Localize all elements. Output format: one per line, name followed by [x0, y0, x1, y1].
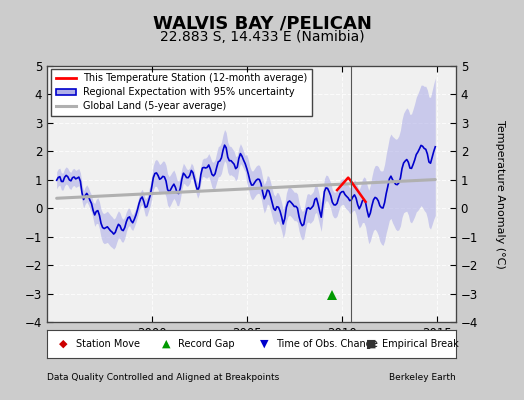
Text: ◆: ◆ — [59, 339, 68, 349]
Text: Data Quality Controlled and Aligned at Breakpoints: Data Quality Controlled and Aligned at B… — [47, 374, 279, 382]
Text: WALVIS BAY /PELICAN: WALVIS BAY /PELICAN — [152, 14, 372, 32]
Text: 22.883 S, 14.433 E (Namibia): 22.883 S, 14.433 E (Namibia) — [160, 30, 364, 44]
Text: Station Move: Station Move — [76, 339, 140, 349]
Text: Berkeley Earth: Berkeley Earth — [389, 374, 456, 382]
Legend: This Temperature Station (12-month average), Regional Expectation with 95% uncer: This Temperature Station (12-month avera… — [51, 68, 312, 116]
Text: ■: ■ — [366, 339, 376, 349]
Y-axis label: Temperature Anomaly (°C): Temperature Anomaly (°C) — [495, 120, 505, 268]
Text: Empirical Break: Empirical Break — [383, 339, 459, 349]
Text: ▼: ▼ — [260, 339, 268, 349]
Text: Time of Obs. Change: Time of Obs. Change — [276, 339, 378, 349]
Text: Record Gap: Record Gap — [178, 339, 235, 349]
Text: ▲: ▲ — [161, 339, 170, 349]
